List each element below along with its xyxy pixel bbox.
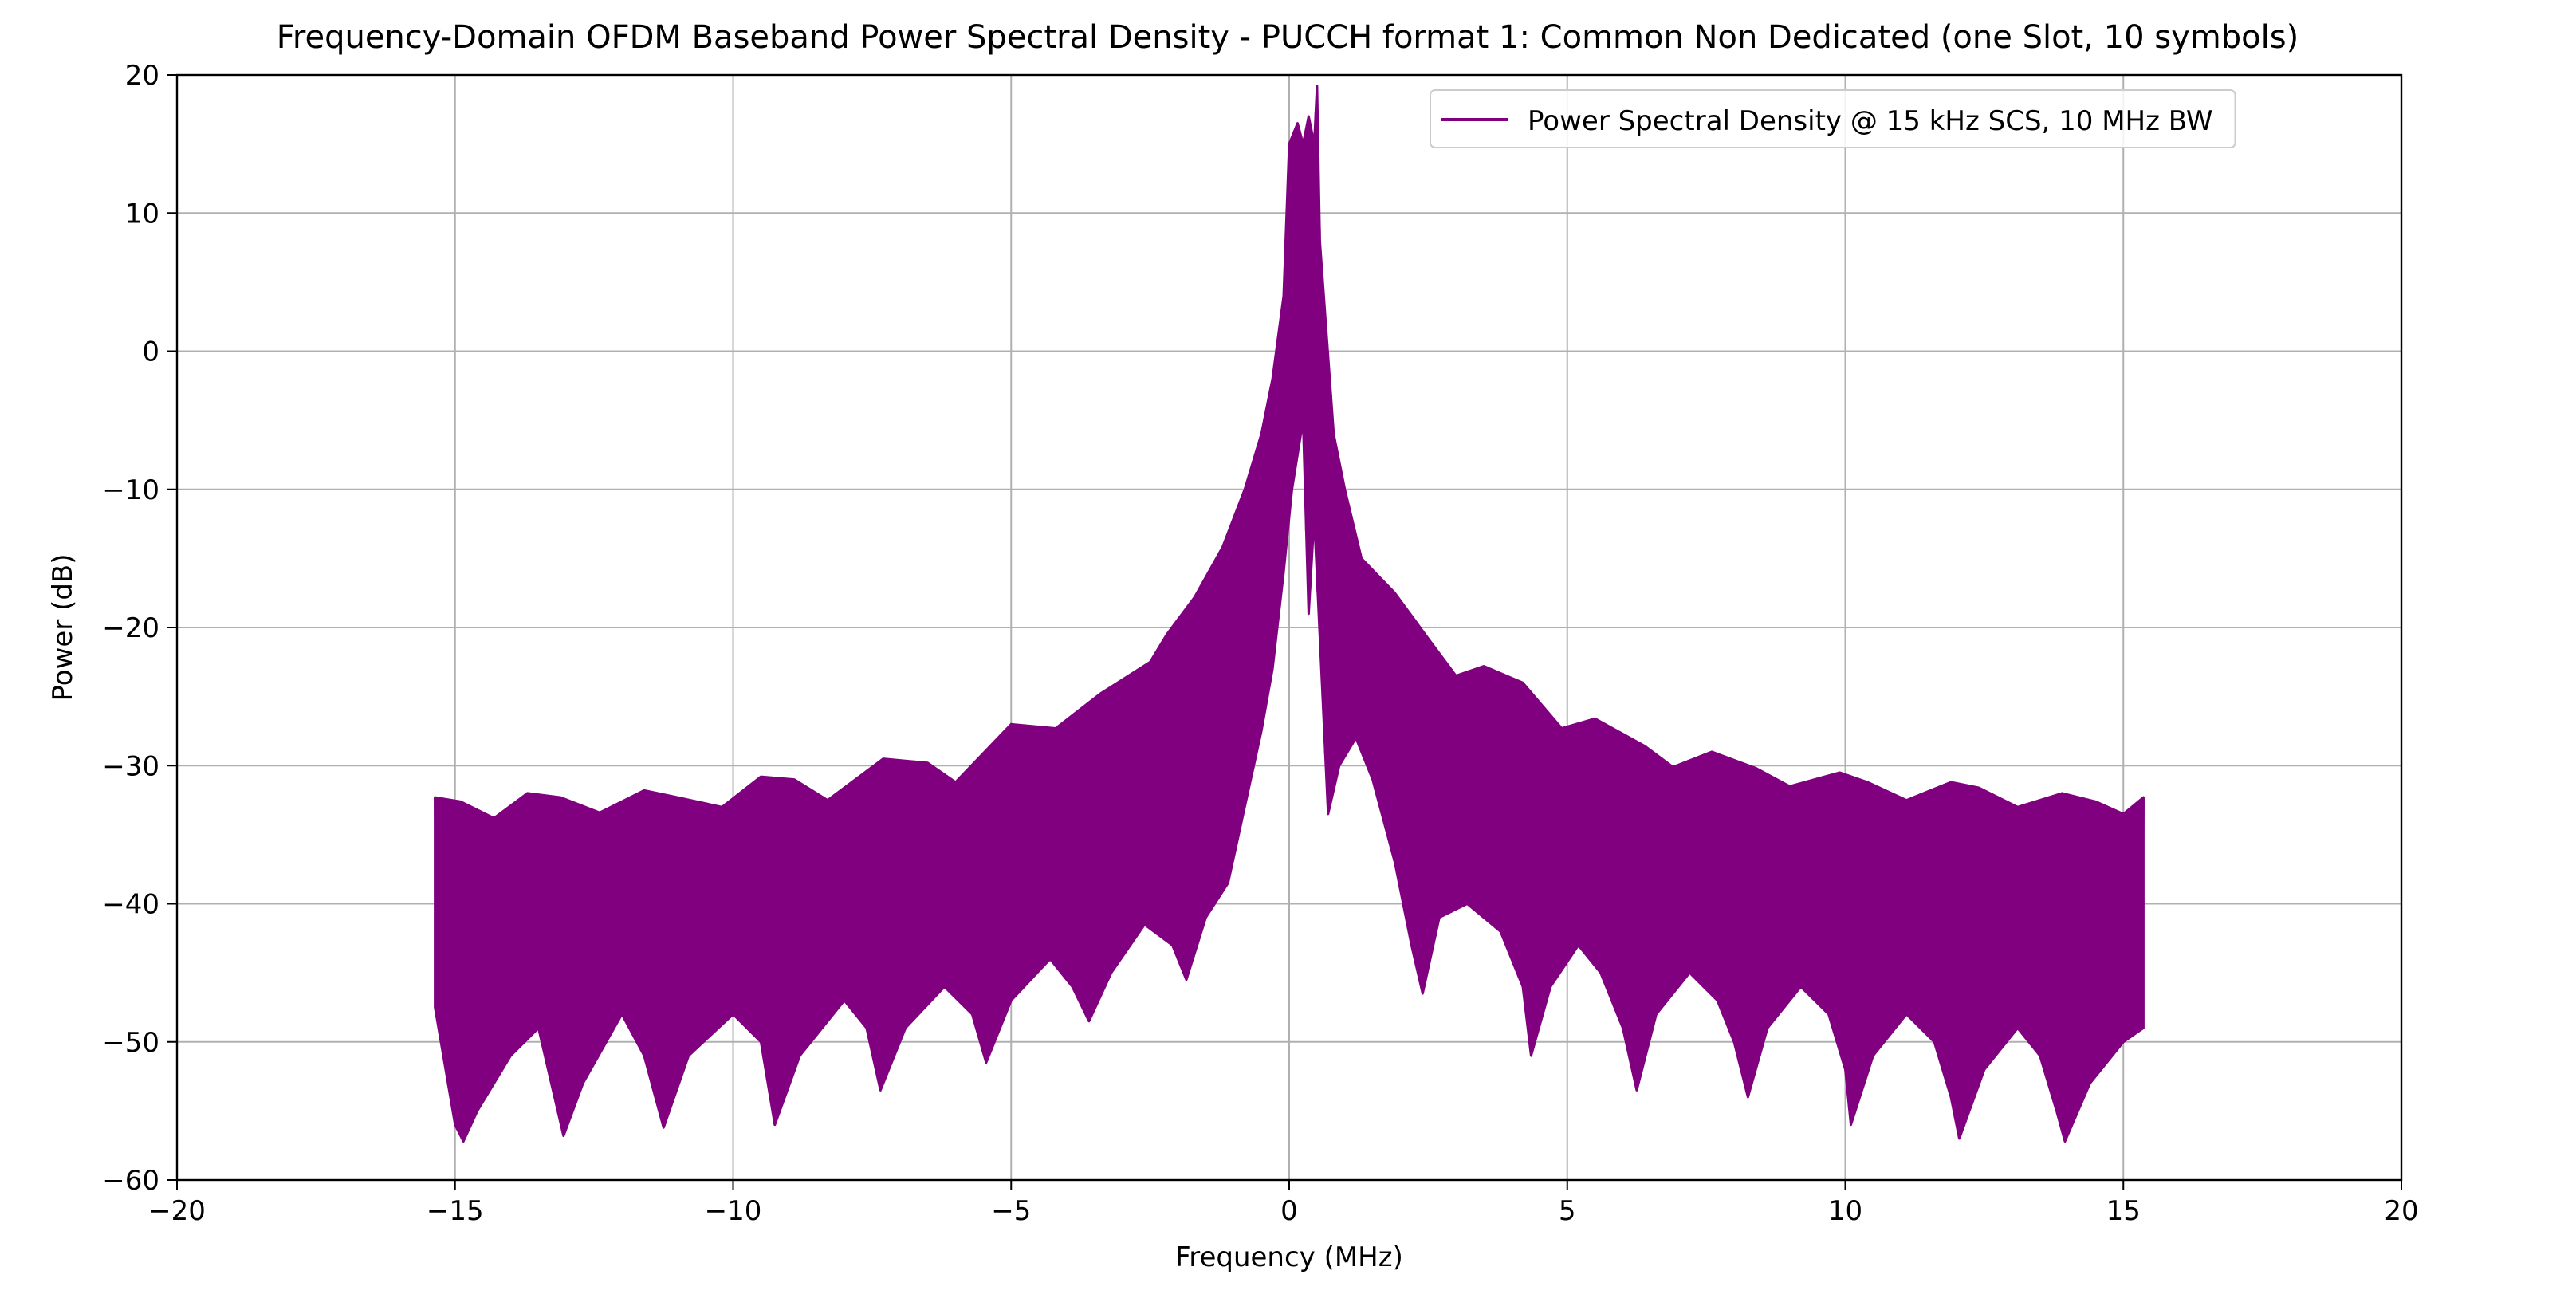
y-tick-label: −10 (102, 474, 159, 506)
x-tick-label: −10 (705, 1195, 762, 1227)
x-axis-label: Frequency (MHz) (1175, 1241, 1403, 1273)
x-tick-label: 0 (1280, 1195, 1298, 1227)
x-tick-label: −15 (427, 1195, 484, 1227)
legend: Power Spectral Density @ 15 kHz SCS, 10 … (1430, 89, 2236, 148)
x-tick-label: 5 (1559, 1195, 1576, 1227)
x-tick-label: 20 (2384, 1195, 2418, 1227)
legend-box (1430, 89, 2236, 148)
y-tick-label: 20 (125, 60, 159, 92)
series-layer (434, 85, 2145, 1143)
y-axis-label: Power (dB) (47, 553, 79, 701)
y-tick-label: −40 (102, 889, 159, 921)
y-tick-label: −20 (102, 612, 159, 644)
chart-title: Frequency-Domain OFDM Baseband Power Spe… (277, 19, 2299, 56)
x-tick-label: −20 (148, 1195, 206, 1227)
y-tick-label: −50 (102, 1027, 159, 1059)
x-tick-label: 10 (1828, 1195, 1862, 1227)
x-tick-label: 15 (2106, 1195, 2141, 1227)
psd-series-line (434, 112, 2145, 1142)
axis-ticks: −20 −15 −10 −5 0 5 10 15 20−60−50−40−30−20−10010… (102, 60, 2418, 1227)
y-tick-label: 10 (125, 198, 159, 230)
y-tick-label: −60 (102, 1165, 159, 1197)
y-tick-label: 0 (142, 336, 159, 368)
x-tick-label: −5 (991, 1195, 1031, 1227)
legend-entry-label: Power Spectral Density @ 15 kHz SCS, 10 … (1528, 105, 2213, 137)
y-tick-label: −30 (102, 750, 159, 782)
